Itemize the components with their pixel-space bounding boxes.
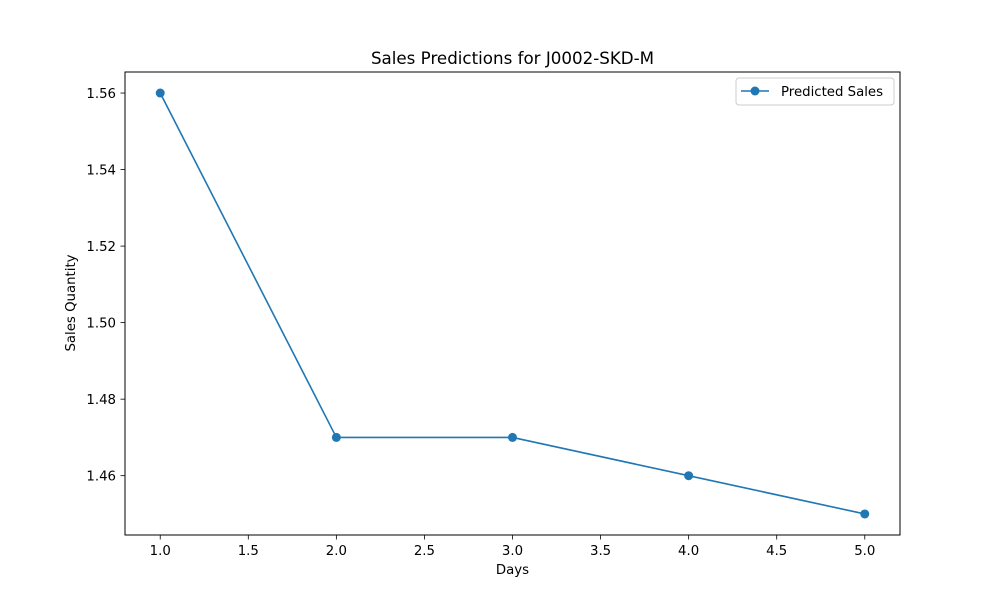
y-axis-ticks: 1.46 1.48 1.50 1.52 1.54 1.56: [86, 87, 125, 485]
legend-marker-swatch: [750, 86, 760, 96]
y-tick-label: 1.48: [86, 393, 116, 408]
y-tick-label: 1.52: [86, 240, 116, 255]
data-point: [155, 88, 165, 98]
legend: Predicted Sales: [735, 77, 895, 106]
x-tick-label: 2.5: [414, 544, 435, 559]
x-tick-label: 5.0: [854, 544, 875, 559]
chart-title: Sales Predictions for J0002-SKD-M: [371, 48, 654, 68]
data-point: [684, 471, 694, 481]
x-axis-ticks: 1.0 1.5 2.0 2.5 3.0 3.5 4.0 4.5 5.0: [150, 535, 875, 559]
x-tick-label: 4.0: [678, 544, 699, 559]
y-tick-label: 1.56: [86, 87, 116, 102]
x-tick-label: 3.0: [502, 544, 523, 559]
y-tick-label: 1.50: [86, 317, 116, 332]
x-tick-label: 3.5: [590, 544, 611, 559]
legend-label-predicted-sales: Predicted Sales: [781, 85, 883, 100]
data-point: [331, 432, 341, 442]
data-point: [860, 509, 870, 519]
x-tick-label: 2.0: [326, 544, 347, 559]
plot-frame: [124, 71, 901, 536]
data-point: [508, 432, 517, 442]
x-tick-label: 1.0: [150, 544, 171, 559]
x-axis-label: Days: [496, 563, 529, 578]
series-layer: [155, 88, 870, 519]
x-tick-label: 1.5: [238, 544, 259, 559]
y-axis-label: Sales Quantity: [64, 254, 79, 351]
y-tick-label: 1.46: [86, 470, 116, 485]
y-tick-label: 1.54: [86, 164, 116, 179]
legend-box: [735, 77, 895, 106]
x-tick-label: 4.5: [766, 544, 787, 559]
